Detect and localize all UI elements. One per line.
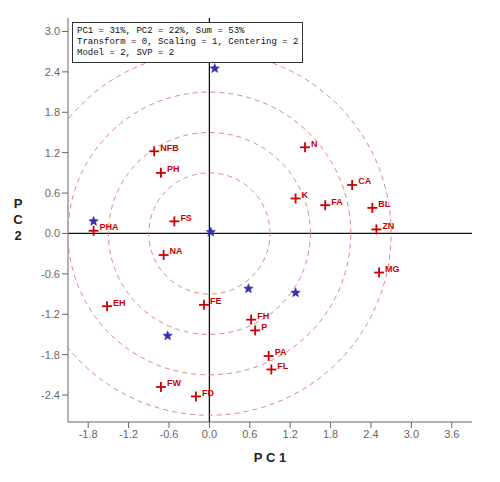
svg-text:-1.8: -1.8 [41, 349, 60, 361]
svg-text:PH: PH [167, 164, 180, 174]
svg-text:PA: PA [275, 347, 287, 357]
svg-text:-0.6: -0.6 [41, 268, 60, 280]
svg-text:ZN: ZN [382, 221, 394, 231]
svg-text:FL: FL [277, 361, 288, 371]
svg-text:NFB: NFB [160, 143, 179, 153]
svg-text:FS: FS [180, 213, 192, 223]
svg-text:1.8: 1.8 [45, 106, 60, 118]
svg-text:0.0: 0.0 [202, 428, 217, 440]
svg-text:-1.8: -1.8 [79, 428, 98, 440]
svg-text:-2.4: -2.4 [41, 389, 60, 401]
svg-text:PHA: PHA [100, 222, 120, 232]
svg-text:0.6: 0.6 [45, 187, 60, 199]
svg-text:-1.2: -1.2 [41, 308, 60, 320]
svg-text:NA: NA [170, 246, 183, 256]
svg-text:FA: FA [331, 197, 343, 207]
svg-text:FH: FH [257, 311, 269, 321]
svg-text:N: N [311, 139, 318, 149]
svg-text:FE: FE [210, 296, 222, 306]
svg-text:P C 1: P C 1 [254, 450, 286, 465]
svg-text:1.8: 1.8 [323, 428, 338, 440]
svg-text:0.0: 0.0 [45, 227, 60, 239]
svg-text:P: P [261, 322, 267, 332]
svg-text:0.6: 0.6 [242, 428, 257, 440]
svg-text:2.4: 2.4 [45, 66, 60, 78]
svg-text:EH: EH [113, 298, 126, 308]
svg-text:3.0: 3.0 [404, 428, 419, 440]
svg-text:2.4: 2.4 [363, 428, 378, 440]
svg-text:1.2: 1.2 [45, 147, 60, 159]
html-text:P C 2: P C 2 [13, 196, 23, 243]
svg-text:MG: MG [385, 264, 400, 274]
html-text:PC1 = 31%, PC2 = 22%, Sum = 53: PC1 = 31%, PC2 = 22%, Sum = 53% Transfor… [77, 26, 299, 58]
svg-text:BL: BL [378, 199, 390, 209]
svg-text:K: K [302, 190, 309, 200]
svg-text:CA: CA [358, 176, 371, 186]
svg-text:FW: FW [167, 378, 181, 388]
svg-text:-0.6: -0.6 [160, 428, 179, 440]
svg-text:1.2: 1.2 [283, 428, 298, 440]
svg-text:3.6: 3.6 [444, 428, 459, 440]
svg-text:3.0: 3.0 [45, 25, 60, 37]
svg-text:FD: FD [202, 388, 214, 398]
svg-text:-1.2: -1.2 [119, 428, 138, 440]
